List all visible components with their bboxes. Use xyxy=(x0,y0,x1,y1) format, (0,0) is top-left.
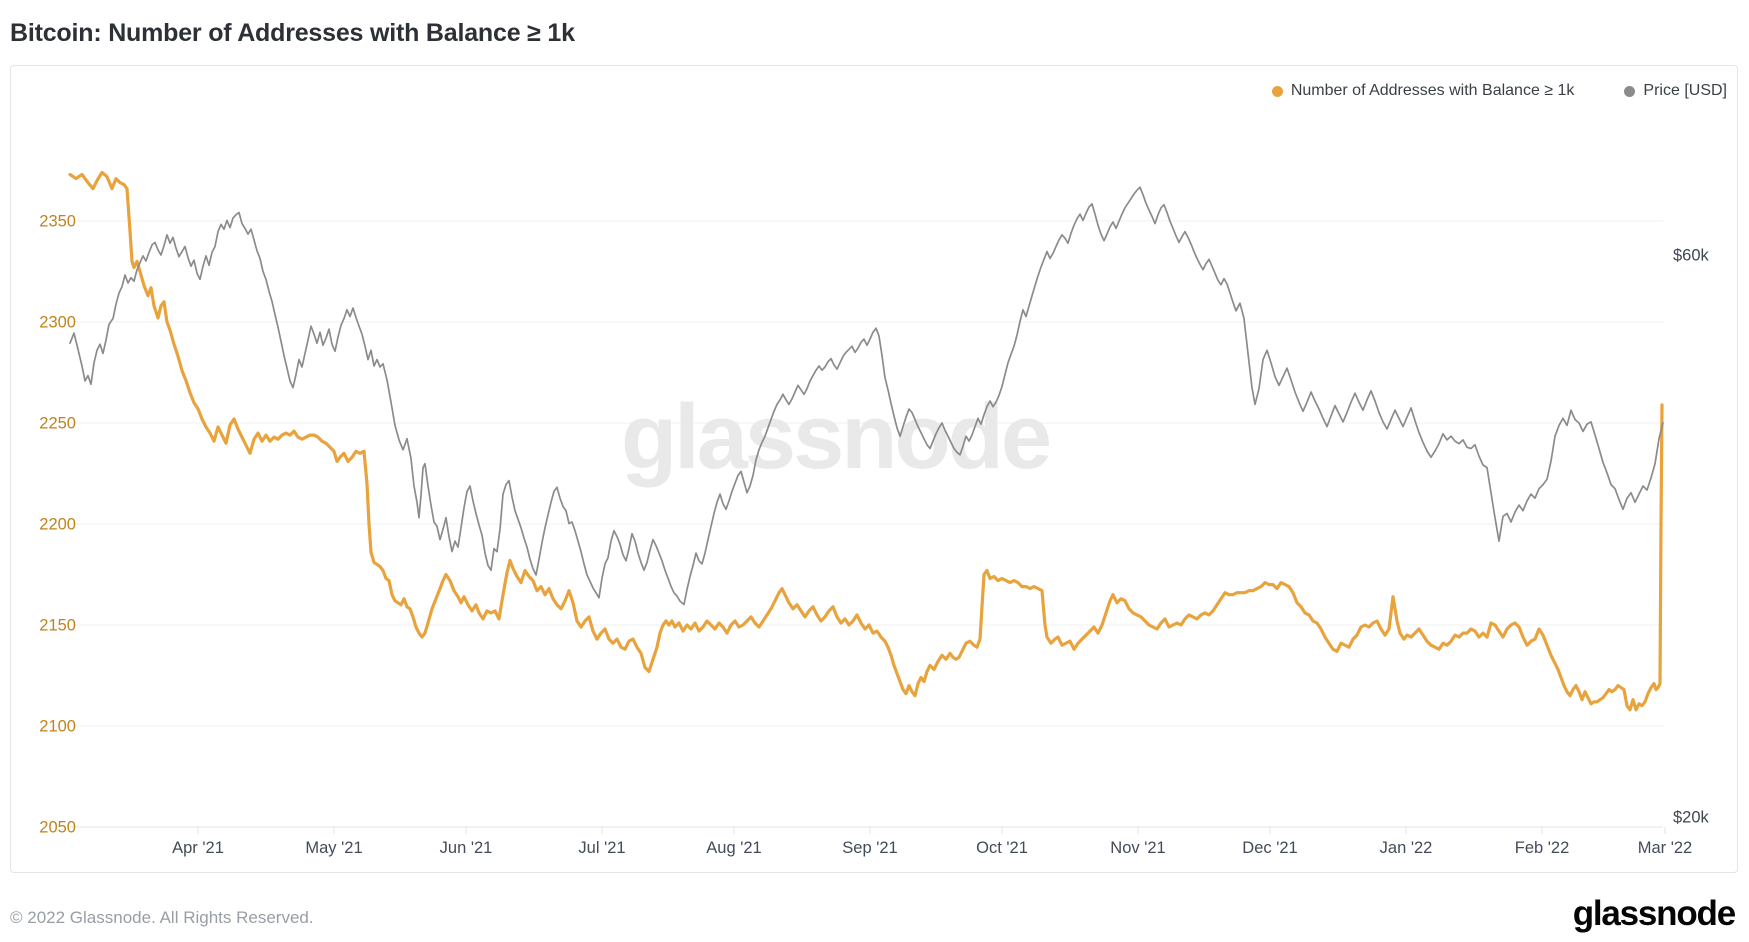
x-axis-tick-label: Feb '22 xyxy=(1515,839,1570,857)
left-axis-tick-label: 2300 xyxy=(39,314,76,332)
x-axis-tick-label: Aug '21 xyxy=(706,839,761,857)
chart-legend: Number of Addresses with Balance ≥ 1k Pr… xyxy=(1271,82,1727,100)
chart-card xyxy=(10,65,1738,873)
x-axis-tick-label: Apr '21 xyxy=(172,839,224,857)
x-axis-tick-label: Jul '21 xyxy=(578,839,625,857)
copyright-text: © 2022 Glassnode. All Rights Reserved. xyxy=(10,908,314,927)
left-axis-tick-label: 2150 xyxy=(39,617,76,635)
glassnode-logo: glassnode xyxy=(1572,894,1737,933)
legend-item-label: Number of Addresses with Balance ≥ 1k xyxy=(1290,82,1575,99)
left-axis-tick-label: 2200 xyxy=(39,516,76,534)
x-axis-tick-label: Jun '21 xyxy=(440,839,493,857)
x-axis-tick-label: Nov '21 xyxy=(1110,839,1165,857)
legend-item-addresses[interactable]: Number of Addresses with Balance ≥ 1k xyxy=(1271,82,1575,100)
x-axis-tick-label: Dec '21 xyxy=(1242,839,1297,857)
right-axis-tick-label: $20k xyxy=(1673,809,1710,827)
price-series-dot-icon xyxy=(1624,85,1636,97)
legend-item-label: Price [USD] xyxy=(1643,82,1727,99)
addresses-series-dot-icon xyxy=(1271,85,1283,97)
x-axis-tick-label: Mar '22 xyxy=(1638,839,1693,857)
x-axis-tick-label: Sep '21 xyxy=(842,839,897,857)
left-axis-tick-label: 2250 xyxy=(39,415,76,433)
price-series-line xyxy=(69,186,1664,606)
addresses-series-line xyxy=(68,170,1664,712)
x-axis-tick-label: May '21 xyxy=(305,839,362,857)
x-axis-tick-label: Jan '22 xyxy=(1380,839,1433,857)
left-axis-tick-label: 2350 xyxy=(39,213,76,231)
page-title: Bitcoin: Number of Addresses with Balanc… xyxy=(10,18,575,47)
left-axis-tick-label: 2100 xyxy=(39,718,76,736)
legend-item-price[interactable]: Price [USD] xyxy=(1624,82,1727,100)
left-axis-tick-label: 2050 xyxy=(39,819,76,837)
x-axis-tick-label: Oct '21 xyxy=(976,839,1028,857)
right-axis-tick-label: $60k xyxy=(1673,247,1710,265)
glassnode-watermark: glassnode xyxy=(621,386,1050,488)
